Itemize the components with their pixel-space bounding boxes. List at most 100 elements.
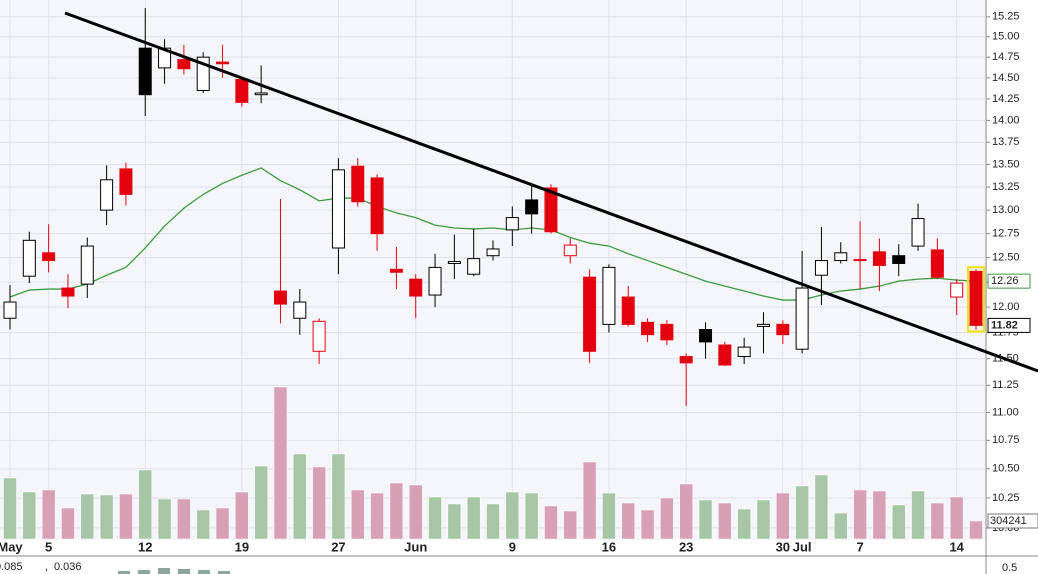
volume-bar [698,499,713,540]
x-tick-label: 23 [679,539,693,554]
x-tick-label: 12 [138,539,152,554]
candle-body [969,270,983,326]
volume-bar [138,469,152,540]
volume-last-box [987,513,1038,529]
indicator-bar-fragment [218,571,230,574]
volume-bar [872,490,887,540]
volume-bar [447,503,462,540]
volume-bar [718,502,732,540]
volume-last-label: 304241 [990,515,1027,527]
y-tick-label: 15.25 [992,11,1020,23]
volume-bar [351,489,365,540]
candle-body [505,217,519,231]
price-layer [3,8,985,406]
candle-body [467,258,481,275]
candle-body [795,287,809,350]
y-tick-label: 13.75 [992,136,1020,148]
candle-body [814,260,828,276]
volume-bar [119,493,133,540]
volume-bar [891,504,906,540]
volume-bar [679,483,693,540]
labels-layer: 10.0010.2510.5010.7511.0011.2511.5011.75… [0,11,1038,554]
volume-bar [293,453,307,540]
candle-body [872,251,886,266]
candle-body [80,245,94,285]
candle-body [621,296,635,325]
candle-body [273,290,287,305]
ma-last-label: 12.26 [991,275,1019,287]
volume-bar [254,465,268,540]
x-tick-label: 7 [856,539,863,554]
y-tick-label: 10.50 [992,463,1020,475]
x-tick-label: 16 [602,539,616,554]
volume-bar [312,466,326,540]
volume-bar [582,461,597,540]
volume-bar [196,509,210,540]
volume-bar [428,496,442,540]
candle-body [834,252,848,262]
volume-bar [215,507,230,540]
candle-body [351,165,365,203]
volume-bar [505,491,520,540]
y-tick-label: 14.25 [992,93,1020,105]
candle-body [42,252,56,262]
indicator-value: 0.036 [54,561,82,573]
y-tick-label: 10.25 [992,492,1020,504]
candle-body [699,329,713,343]
candle-body [679,356,693,364]
candle-body [293,301,307,319]
last-candle-highlight [967,266,985,333]
y-tick-label: 13.25 [992,181,1020,193]
y-tick-label: 14.50 [992,72,1020,84]
candle-body [930,249,944,278]
candle-body [641,321,655,336]
candle-body [100,179,114,211]
candle-body [235,79,249,103]
volume-bar [834,512,848,540]
volume-bar [331,453,346,540]
candle-body [583,276,597,352]
y-tick-label: 13.50 [992,158,1020,170]
x-tick-label: 30 [776,539,790,554]
candle-body [486,248,500,257]
indicator-tick-label: 0.5 [1002,562,1017,574]
y-tick-label: 10.75 [992,434,1020,446]
volume-bar [756,499,771,540]
y-tick-label: 13.00 [992,204,1020,216]
y-tick-label: 11.25 [992,379,1019,391]
volume-bar [389,482,404,540]
candle-body [737,346,751,358]
indicator-bar-fragment [118,571,130,574]
separator: , [45,561,48,573]
y-tick-label: 11.00 [992,406,1019,418]
ma-last-label-box [987,273,1031,289]
candle-body [892,255,906,264]
volume-bar [911,490,925,540]
volume-bar [3,477,17,540]
candle-body [370,177,384,235]
volume-bar [814,474,829,540]
indicator-value: 0.085 [0,561,23,573]
candle-body [331,169,345,249]
x-tick-label: May [0,539,23,554]
candle-body [447,261,461,264]
volume-bar [930,502,945,540]
candle-body [525,199,539,215]
candle-body [660,323,674,341]
x-tick-label: 5 [45,539,52,554]
close-last-label-box [987,317,1031,333]
volume-bar [795,485,809,540]
x-axis-background [0,540,986,556]
volume-bar [22,491,37,540]
volume-bar [177,498,191,540]
volume-bar [486,503,500,540]
volume-bar [273,386,288,540]
indicator-bar-fragment [178,569,190,574]
volume-bar [544,505,558,540]
candle-body [119,168,133,195]
candle-body [718,344,732,366]
volume-bar [853,489,867,540]
volume-bar [408,484,423,540]
